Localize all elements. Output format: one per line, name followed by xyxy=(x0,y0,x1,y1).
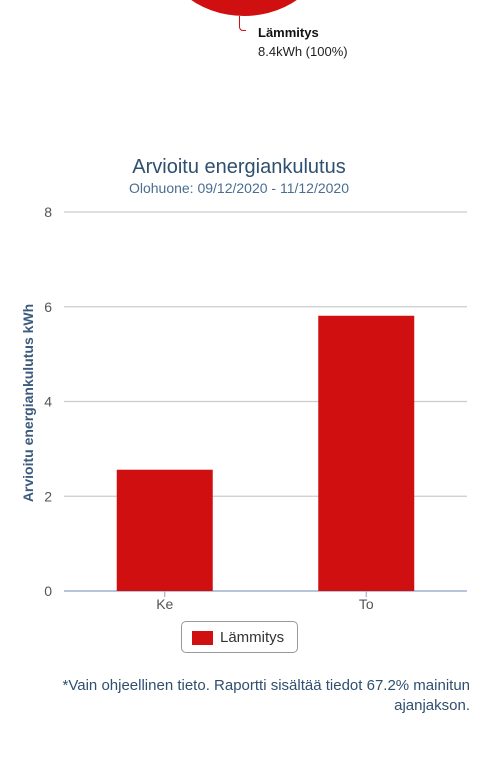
legend-label: Lämmitys xyxy=(220,629,285,646)
bar-chart: 0 2 4 6 8 Ke To xyxy=(44,204,467,612)
chart-legend[interactable]: Lämmitys xyxy=(181,621,298,653)
x-tick-label: Ke xyxy=(156,596,173,612)
legend-swatch xyxy=(192,631,213,645)
pie-label-connector xyxy=(239,16,246,31)
pie-label-name: Lämmitys xyxy=(258,25,319,40)
y-tick-label: 8 xyxy=(44,204,52,220)
y-tick-label: 6 xyxy=(44,299,52,315)
footnote: *Vain ohjeellinen tieto. Raportti sisält… xyxy=(62,677,470,714)
bar-to xyxy=(318,315,415,591)
y-tick-label: 4 xyxy=(44,394,52,410)
x-tick-label: To xyxy=(359,596,374,612)
chart-subtitle: Olohuone: 09/12/2020 - 11/12/2020 xyxy=(128,180,350,196)
y-tick-label: 2 xyxy=(44,488,52,504)
chart-title: Arvioitu energiankulutus xyxy=(132,156,346,178)
pie-label-value: 8.4kWh (100%) xyxy=(258,44,348,59)
y-tick-label: 0 xyxy=(44,583,52,599)
bar-ke xyxy=(116,469,213,591)
